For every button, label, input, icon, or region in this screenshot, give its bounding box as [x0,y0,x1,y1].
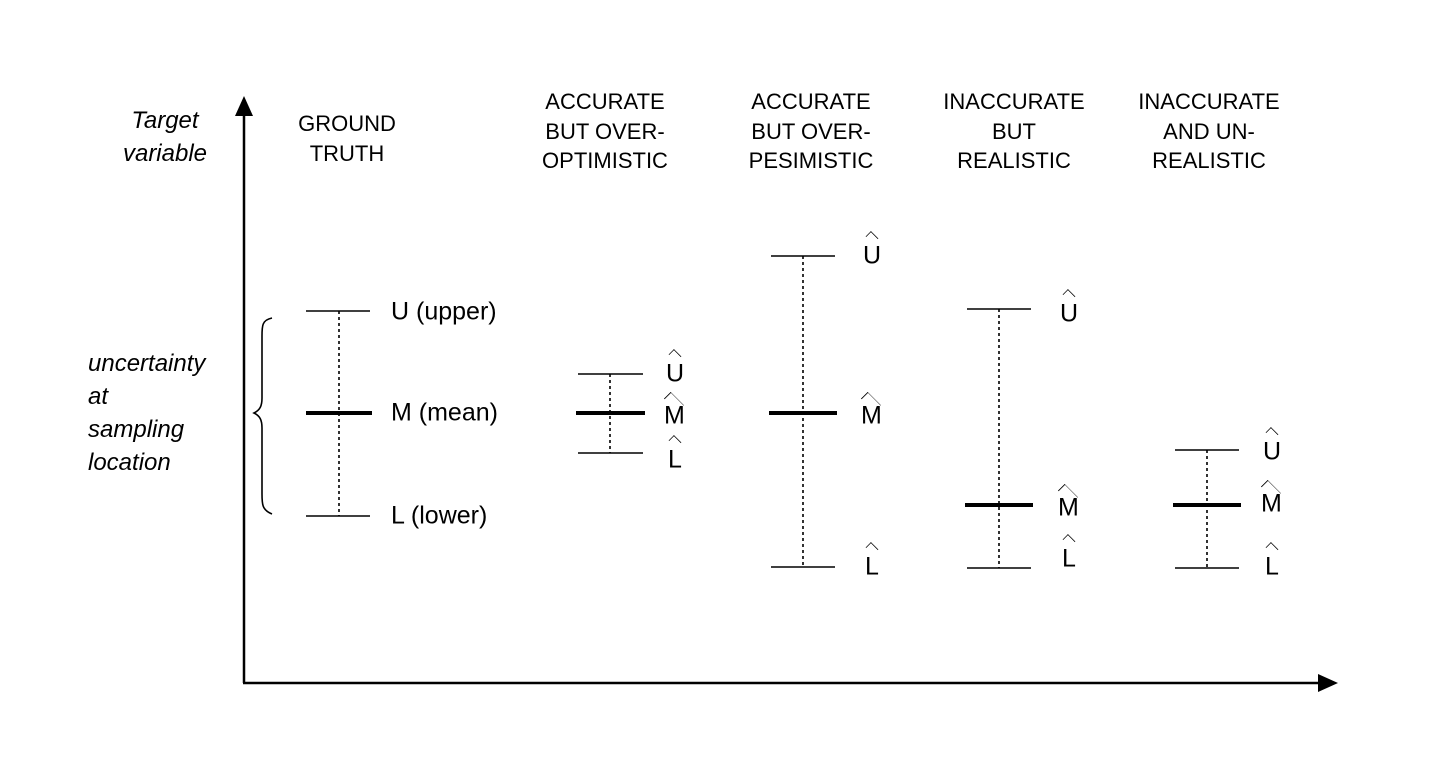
column-title-inaccurate-realistic: INACCURATE BUT REALISTIC [943,89,1085,173]
mean-estimate-symbol: M [861,401,882,430]
over-pesimistic-mean-label: M [861,401,882,430]
upper-estimate-symbol: U [666,359,685,388]
lower-estimate-symbol: L [668,445,682,474]
lower-estimate-symbol: L [1265,552,1279,581]
y-axis-label: Target variable [122,107,208,167]
upper-estimate-symbol: U [1263,437,1282,466]
ground-truth-upper-label: U (upper) [391,297,497,326]
column-title-over-pesimistic: ACCURATE BUT OVER- PESIMISTIC [748,89,874,173]
interval-over-optimistic [576,373,645,454]
ground-truth-lower-label: L (lower) [391,501,488,530]
over-pesimistic-upper-label: U [863,241,882,270]
interval-over-pesimistic [769,255,837,568]
lower-estimate-symbol: L [865,552,879,581]
upper-estimate-symbol: U [863,241,882,270]
y-axis-arrowhead [235,96,253,116]
inaccurate-realistic-upper-label: U [1060,299,1079,328]
column-title-inaccurate-unrealistic: INACCURATE AND UN- REALISTIC [1138,89,1280,173]
column-title-over-optimistic: ACCURATE BUT OVER- OPTIMISTIC [542,89,668,173]
interval-ground-truth [306,310,372,517]
interval-inaccurate-unrealistic [1173,449,1241,569]
uncertainty-brace-label: uncertainty at sampling location [88,350,206,476]
inaccurate-unrealistic-lower-label: L [1265,552,1279,581]
mean-estimate-symbol: M [1261,489,1282,518]
curly-brace [252,317,273,515]
over-pesimistic-lower-label: L [865,552,879,581]
over-optimistic-upper-label: U [666,359,685,388]
over-optimistic-mean-label: M [664,401,685,430]
inaccurate-unrealistic-mean-label: M [1261,489,1282,518]
mean-estimate-symbol: M [664,401,685,430]
lower-estimate-symbol: L [1062,544,1076,573]
column-title-ground-truth: GROUND TRUTH [298,111,396,166]
inaccurate-unrealistic-upper-label: U [1263,437,1282,466]
ground-truth-mean-label: M (mean) [391,398,498,427]
interval-inaccurate-realistic [965,308,1033,569]
mean-estimate-symbol: M [1058,493,1079,522]
x-axis-arrowhead [1318,674,1338,692]
over-optimistic-lower-label: L [668,445,682,474]
inaccurate-realistic-lower-label: L [1062,544,1076,573]
inaccurate-realistic-mean-label: M [1058,493,1079,522]
upper-estimate-symbol: U [1060,299,1079,328]
